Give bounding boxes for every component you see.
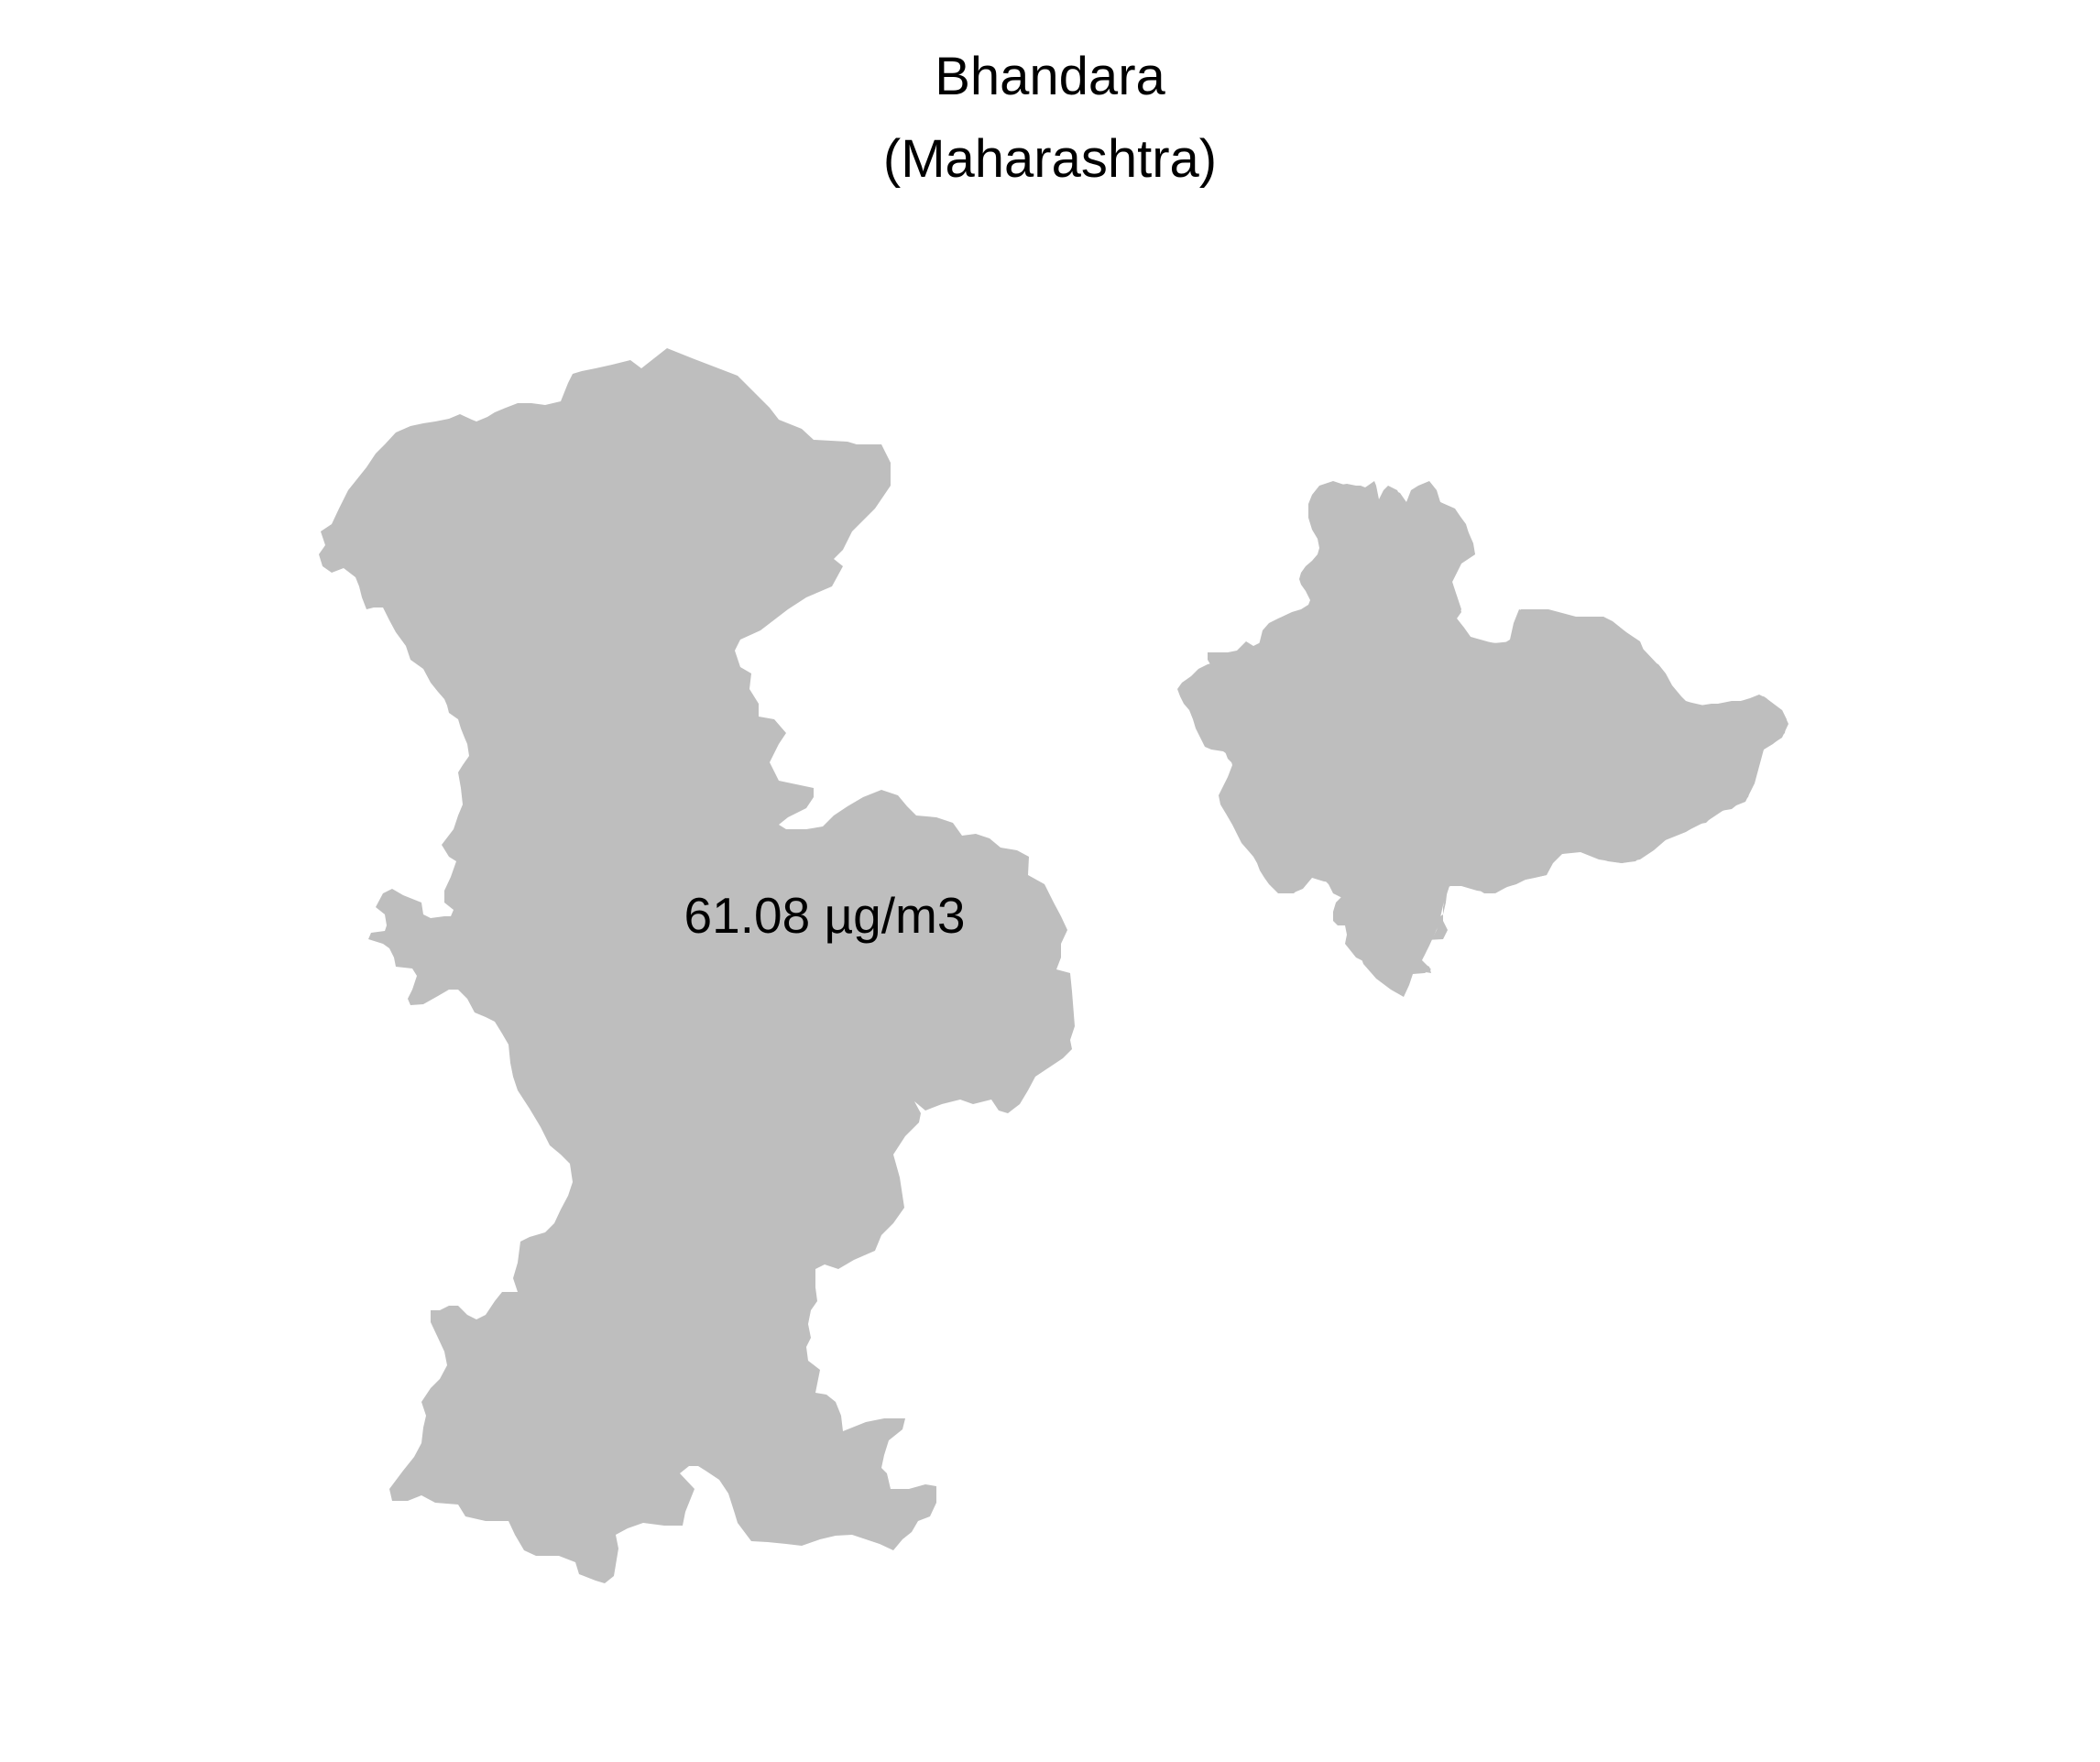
value-label: 61.08 µg/m3 xyxy=(684,887,966,944)
district-main-region xyxy=(319,348,1075,1583)
map-subtitle: (Maharashtra) xyxy=(883,129,1217,189)
map-title: Bhandara xyxy=(935,47,1165,106)
district-east-region-body xyxy=(1189,482,1788,997)
